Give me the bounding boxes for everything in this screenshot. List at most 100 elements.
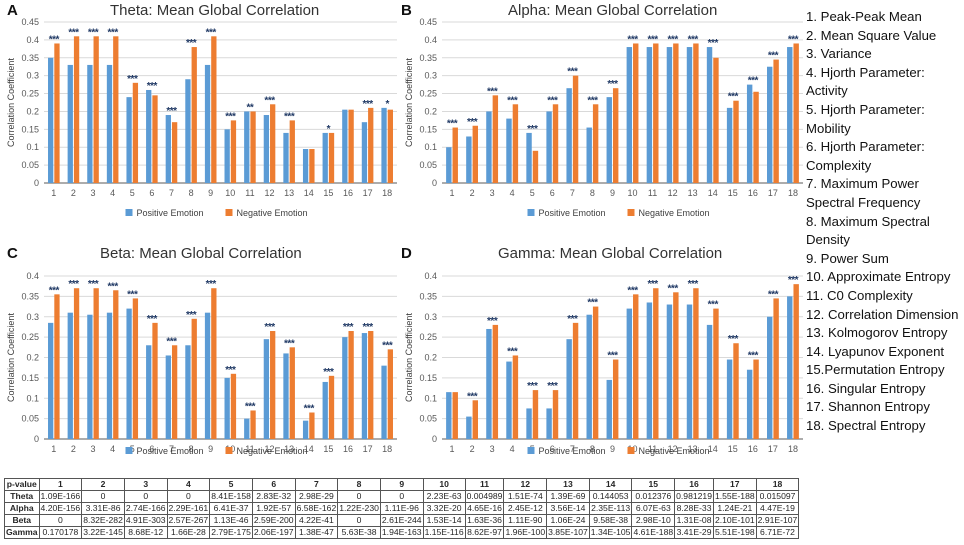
table-cell: 8.28E-33 [674, 502, 714, 515]
x-tick-label: 4 [510, 188, 515, 198]
bar-positive-emotion [506, 361, 512, 439]
x-tick-label: 6 [550, 444, 555, 454]
bar-negative-emotion [132, 82, 139, 183]
feature-legend-item: 9. Power Sum [806, 250, 889, 266]
x-tick-label: 16 [343, 444, 353, 454]
table-cell: 4.65E-16 [464, 502, 505, 515]
x-tick-label: 7 [570, 188, 575, 198]
significance-marker: *** [88, 27, 99, 38]
bar-positive-emotion [126, 97, 132, 183]
x-tick-label: 2 [470, 188, 475, 198]
bar-positive-emotion [486, 328, 492, 439]
bar-positive-emotion [302, 149, 309, 183]
table-column-header: 17 [712, 478, 757, 491]
legend-swatch-negative [627, 447, 635, 454]
x-tick-label: 14 [304, 188, 314, 198]
bar-positive-emotion [224, 377, 230, 439]
significance-marker: *** [284, 111, 295, 122]
bar-positive-emotion [185, 79, 191, 183]
chart-panel-alpha: B Alpha: Mean Global Correlation 0 0.05 0.… [398, 0, 808, 240]
y-axis-label: Correlation Coefficient [6, 313, 16, 402]
bar-positive-emotion [381, 365, 387, 439]
bar-negative-emotion [289, 120, 295, 183]
table-cell: 0.981219 [674, 490, 714, 503]
y-tick-label: 0.05 [419, 414, 437, 424]
table-cell: 2.35E-113 [588, 502, 633, 515]
chart-panel-gamma: D Gamma: Mean Global Correlation 0 0.05 0.… [398, 242, 808, 472]
significance-marker: *** [362, 322, 373, 333]
feature-legend-item: 1. Peak-Peak Mean [806, 9, 922, 24]
significance-marker: *** [527, 124, 538, 135]
table-cell: 5.63E-38 [337, 526, 381, 539]
x-tick-label: 8 [189, 444, 194, 454]
legend-swatch-positive [527, 209, 535, 216]
significance-marker: *** [284, 338, 295, 349]
bar-negative-emotion [673, 43, 679, 183]
table-column-header: 16 [674, 478, 714, 491]
y-tick-label: 0.05 [21, 414, 39, 424]
table-cell: 1.13E-46 [209, 514, 253, 527]
table-cell: 1.31E-08 [674, 514, 714, 527]
significance-marker: *** [647, 279, 658, 290]
chart-title: Theta: Mean Global Correlation [110, 2, 320, 19]
bar-positive-emotion [726, 107, 733, 183]
significance-marker: *** [127, 74, 138, 85]
x-tick-label: 13 [284, 444, 294, 454]
bar-positive-emotion [67, 312, 73, 439]
table-cell: 2.91E-107 [755, 514, 800, 527]
feature-legend-item: 10. Approximate Entropy [806, 269, 951, 285]
bar-positive-emotion [466, 416, 472, 439]
table-cell: 8.62E-97 [464, 526, 505, 539]
table-row-label: Gamma [4, 526, 40, 539]
significance-marker: *** [108, 281, 119, 292]
panel-letter: B [401, 2, 412, 19]
bar-negative-emotion [230, 120, 237, 183]
table-cell: 0.012376 [631, 490, 676, 503]
significance-marker: *** [708, 38, 719, 49]
bar-negative-emotion [492, 95, 499, 183]
panel-letter: D [401, 245, 412, 262]
table-cell: 4.91E-303 [123, 514, 168, 527]
table-cell: 0 [379, 490, 424, 503]
x-tick-label: 2 [71, 444, 76, 454]
table-row-label: Theta [4, 490, 40, 503]
table-column-header: 15 [631, 478, 676, 491]
table-column-header: 14 [588, 478, 633, 491]
y-tick-label: 0.35 [21, 53, 39, 63]
bar-negative-emotion [592, 104, 599, 183]
x-tick-label: 18 [382, 188, 392, 198]
feature-legend-item: 16. Singular Entropy [806, 380, 926, 396]
x-tick-label: 16 [748, 188, 758, 198]
feature-legend-item: 18. Spectral Entropy [806, 418, 926, 434]
y-tick-label: 0.25 [21, 332, 39, 342]
x-tick-label: 5 [130, 188, 135, 198]
table-cell: 8.41E-158 [209, 490, 253, 503]
legend-label-positive: Positive Emotion [137, 208, 204, 218]
bar-negative-emotion [152, 322, 158, 439]
bar-negative-emotion [713, 57, 719, 183]
bar-negative-emotion [171, 345, 178, 439]
bar-negative-emotion [54, 43, 60, 183]
bar-negative-emotion [673, 292, 679, 439]
bar-negative-emotion [693, 43, 699, 183]
table-cell: 1.53E-14 [422, 514, 466, 527]
bar-positive-emotion [746, 84, 753, 183]
x-tick-label: 12 [265, 188, 275, 198]
bar-negative-emotion [73, 36, 80, 183]
y-axis-label: Correlation Coefficient [6, 58, 16, 147]
significance-marker: *** [186, 310, 197, 321]
bar-positive-emotion [106, 64, 113, 183]
table-cell: 1.63E-36 [464, 514, 505, 527]
bar-positive-emotion [224, 129, 230, 183]
table-cell: 1.39E-69 [546, 490, 590, 503]
bar-negative-emotion [572, 75, 579, 183]
bar-negative-emotion [472, 125, 478, 183]
significance-marker: *** [166, 336, 177, 347]
bar-positive-emotion [506, 118, 512, 183]
table-cell: 1.15E-116 [422, 526, 466, 539]
bar-positive-emotion [706, 324, 713, 439]
significance-marker: *** [108, 27, 119, 38]
table-cell: 0 [38, 514, 83, 527]
table-cell: 3.31E-86 [81, 502, 125, 515]
bar-negative-emotion [93, 288, 99, 439]
